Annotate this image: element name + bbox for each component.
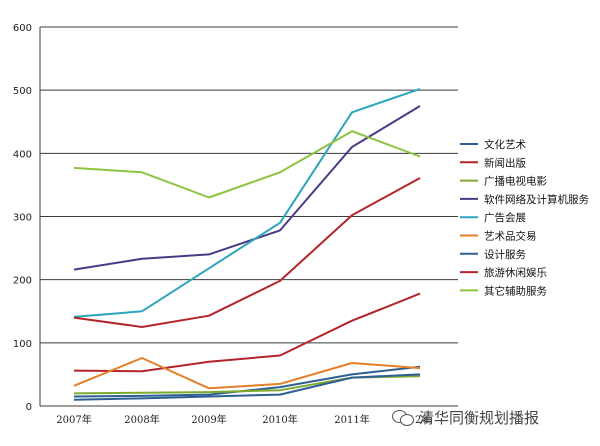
series-line [73, 105, 421, 271]
y-tick-label: 300 [13, 213, 32, 224]
legend-label: 广播电视电影 [484, 175, 547, 188]
watermark: 清华同衡规划播报 [392, 404, 539, 430]
legend-label: 文化艺术 [484, 138, 526, 151]
y-tick-label: 600 [13, 23, 32, 34]
watermark-text: 清华同衡规划播报 [419, 408, 540, 427]
x-tick-label: 2010年 [262, 413, 297, 426]
series-line [73, 357, 421, 390]
legend-label: 其它辅助服务 [484, 284, 547, 297]
series-line [73, 177, 421, 328]
y-tick-label: 100 [13, 339, 32, 350]
series-line [73, 130, 421, 199]
series-line [73, 373, 421, 401]
y-tick-label: 500 [13, 86, 32, 97]
y-tick-label: 200 [13, 276, 32, 287]
series-line [73, 375, 421, 395]
x-tick-label: 2007年 [56, 413, 91, 426]
legend-label: 广告会展 [484, 211, 526, 224]
x-tick-label: 2011年 [334, 413, 369, 426]
series-line [73, 292, 421, 373]
legend-label: 软件网络及计算机服务 [484, 193, 589, 206]
series-line [73, 87, 421, 318]
wechat-icon [392, 408, 414, 426]
legend-label: 新闻出版 [484, 156, 526, 169]
legend-label: 艺术品交易 [484, 230, 537, 243]
x-tick-label: 12年 [409, 413, 432, 426]
x-tick-label: 2009年 [191, 413, 226, 426]
y-tick-label: 0 [26, 402, 32, 413]
x-tick-label: 2008年 [124, 413, 159, 426]
legend-label: 设计服务 [484, 248, 526, 261]
legend-label: 旅游休闲娱乐 [484, 266, 547, 279]
y-tick-label: 400 [13, 149, 32, 160]
